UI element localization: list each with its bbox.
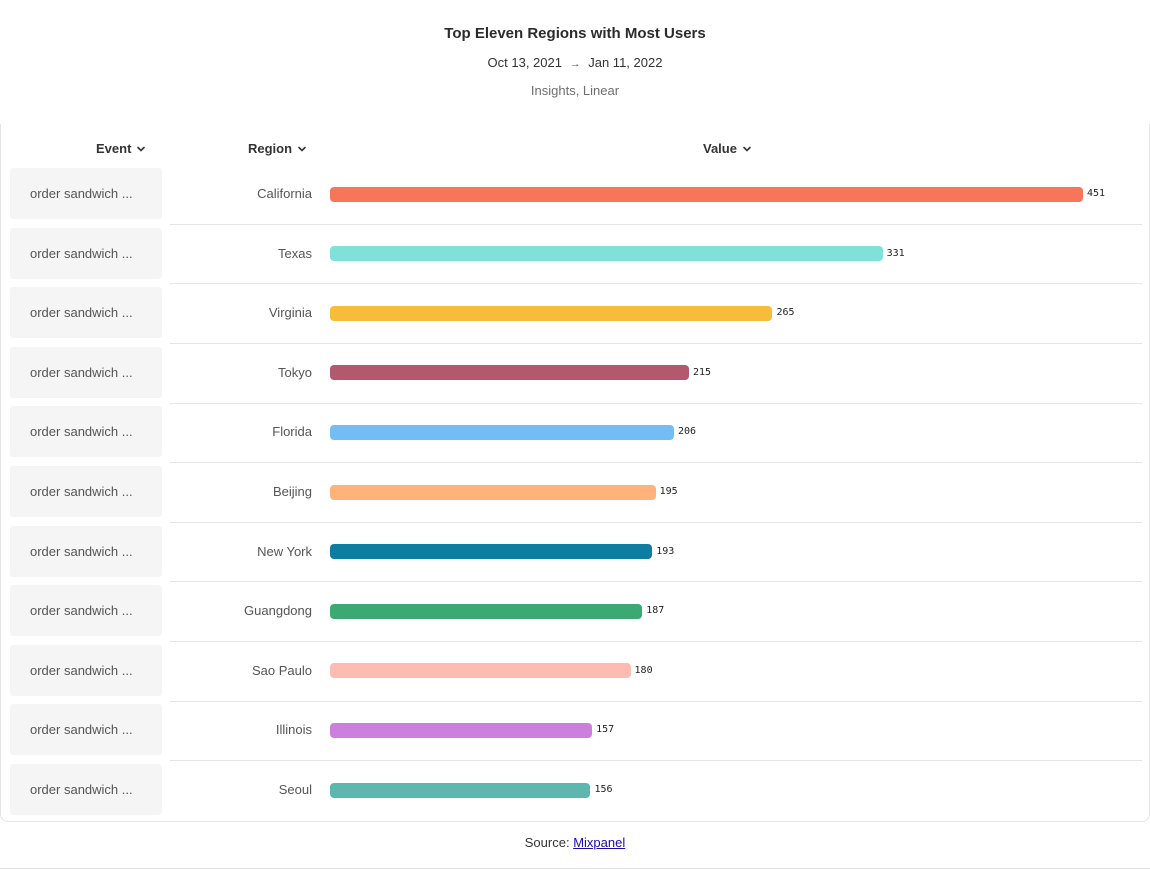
row-divider: [170, 760, 1142, 761]
region-column-header[interactable]: Region: [248, 141, 307, 156]
region-label: Seoul: [278, 782, 312, 797]
region-column-label: Region: [248, 141, 293, 156]
bar-value-label: 206: [677, 426, 696, 438]
event-cell[interactable]: order sandwich ...: [10, 585, 162, 637]
event-cell[interactable]: order sandwich ...: [10, 406, 162, 458]
bar[interactable]: [330, 186, 1083, 202]
event-column-header[interactable]: Event: [96, 141, 146, 156]
region-label: Sao Paulo: [252, 662, 312, 678]
event-cell[interactable]: order sandwich ...: [10, 704, 162, 756]
row-divider: [170, 283, 1142, 284]
bar[interactable]: [330, 782, 591, 798]
region-label: Guangdong: [244, 603, 312, 619]
bar-value-label: 157: [596, 724, 615, 736]
arrow-right-icon: →: [569, 58, 581, 70]
region-label: Virginia: [268, 305, 312, 321]
bar-value-label: 265: [776, 307, 795, 319]
source-footer: Source: Mixpanel: [0, 835, 1150, 850]
row-divider: [170, 403, 1142, 404]
bar-value-label: 156: [594, 784, 613, 795]
date-end: Jan 11, 2022: [588, 55, 663, 70]
row-divider: [170, 343, 1142, 344]
bar[interactable]: [330, 663, 631, 679]
bar-value-label: 195: [659, 486, 678, 497]
bar[interactable]: [330, 424, 674, 440]
row-divider: [170, 522, 1142, 523]
date-range[interactable]: Oct 13, 2021 → Jan 11, 2022: [0, 55, 1150, 70]
bar-value-label: 180: [634, 664, 653, 676]
mixpanel-link[interactable]: Mixpanel: [573, 835, 626, 850]
region-label: New York: [257, 543, 312, 559]
chart-title: Top Eleven Regions with Most Users: [444, 25, 706, 42]
event-cell[interactable]: order sandwich ...: [10, 227, 162, 279]
region-label: Beijing: [272, 484, 312, 499]
report-header: Top Eleven Regions with Most Users Oct 1…: [0, 0, 1150, 124]
region-label: Florida: [272, 424, 312, 440]
bar[interactable]: [330, 603, 643, 619]
region-label: Illinois: [275, 722, 312, 738]
event-cell[interactable]: order sandwich ...: [10, 764, 162, 815]
report-subtitle: Insights, Linear: [530, 83, 620, 98]
bar-value-label: 451: [1087, 188, 1106, 199]
value-column-label: Value: [703, 141, 737, 156]
bar[interactable]: [330, 722, 593, 738]
value-column-header[interactable]: Value: [703, 141, 752, 156]
table-panel: Event Region Value order sandwich ... Cal…: [0, 124, 1150, 822]
bar-value-label: 187: [646, 605, 665, 617]
row-divider: [170, 462, 1142, 463]
event-cell[interactable]: order sandwich ...: [10, 168, 162, 219]
bar[interactable]: [330, 484, 656, 500]
bar-value-label: 193: [656, 545, 675, 557]
event-cell[interactable]: order sandwich ...: [10, 346, 162, 398]
bar-value-label: 331: [886, 247, 905, 259]
bar-value-label: 215: [692, 366, 712, 378]
row-divider: [170, 224, 1142, 225]
region-label: Tokyo: [278, 364, 312, 380]
chevron-down-icon: [137, 146, 146, 152]
region-label: Texas: [278, 245, 312, 261]
footer-divider: [0, 868, 1150, 869]
bar[interactable]: [330, 544, 653, 560]
chevron-down-icon: [743, 146, 751, 152]
row-divider: [170, 701, 1142, 702]
bar[interactable]: [330, 246, 883, 262]
region-label: California: [257, 186, 312, 201]
event-cell[interactable]: order sandwich ...: [10, 525, 162, 577]
bar[interactable]: [330, 305, 773, 321]
row-divider: [170, 641, 1142, 642]
bar[interactable]: [330, 365, 689, 381]
source-prefix: Source:: [524, 835, 574, 850]
date-start: Oct 13, 2021: [487, 55, 562, 70]
chevron-down-icon: [298, 146, 306, 152]
event-cell[interactable]: order sandwich ...: [10, 644, 162, 696]
row-divider: [170, 581, 1142, 582]
event-cell[interactable]: order sandwich ...: [10, 287, 162, 339]
event-column-label: Event: [96, 141, 132, 156]
event-cell[interactable]: order sandwich ...: [10, 466, 162, 517]
